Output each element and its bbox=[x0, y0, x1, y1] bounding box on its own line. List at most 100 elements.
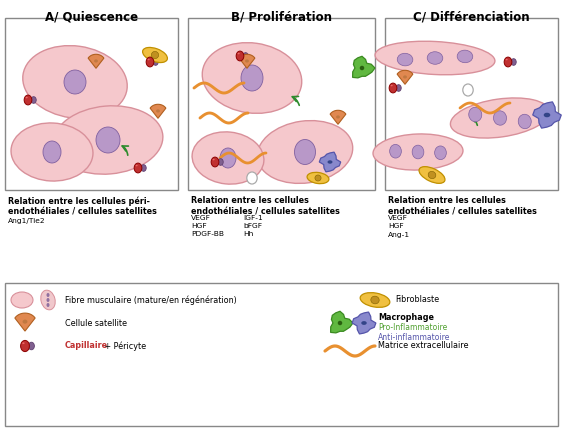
Ellipse shape bbox=[389, 83, 397, 93]
Ellipse shape bbox=[53, 106, 163, 174]
Ellipse shape bbox=[136, 165, 137, 166]
Ellipse shape bbox=[428, 172, 436, 178]
Ellipse shape bbox=[494, 111, 507, 125]
Ellipse shape bbox=[151, 52, 159, 58]
Ellipse shape bbox=[463, 84, 473, 96]
Text: Fibroblaste: Fibroblaste bbox=[395, 295, 439, 304]
Ellipse shape bbox=[220, 148, 236, 168]
Ellipse shape bbox=[315, 175, 321, 181]
Text: C/ Différenciation: C/ Différenciation bbox=[413, 10, 530, 23]
Ellipse shape bbox=[146, 57, 154, 67]
Text: VEGF
HGF
Ang-1: VEGF HGF Ang-1 bbox=[388, 215, 410, 237]
Ellipse shape bbox=[328, 160, 333, 164]
Ellipse shape bbox=[338, 321, 342, 325]
Ellipse shape bbox=[294, 139, 315, 165]
Ellipse shape bbox=[153, 58, 158, 65]
Ellipse shape bbox=[336, 115, 340, 119]
Ellipse shape bbox=[22, 342, 25, 344]
Ellipse shape bbox=[236, 51, 244, 61]
Polygon shape bbox=[352, 312, 376, 334]
Ellipse shape bbox=[141, 165, 146, 171]
Ellipse shape bbox=[148, 59, 150, 60]
Ellipse shape bbox=[371, 296, 379, 304]
Text: Matrice extracellulaire: Matrice extracellulaire bbox=[378, 341, 468, 350]
Polygon shape bbox=[330, 111, 346, 124]
Ellipse shape bbox=[238, 53, 240, 54]
Text: Anti-inflammatoire: Anti-inflammatoire bbox=[378, 332, 450, 341]
Text: Fibre musculaire (mature/en régénération): Fibre musculaire (mature/en régénération… bbox=[65, 295, 237, 305]
Text: Cellule satellite: Cellule satellite bbox=[65, 319, 127, 328]
Ellipse shape bbox=[419, 167, 445, 183]
Ellipse shape bbox=[450, 98, 549, 138]
Ellipse shape bbox=[360, 66, 364, 70]
Text: + Péricyte: + Péricyte bbox=[102, 341, 146, 351]
Polygon shape bbox=[330, 311, 353, 333]
Ellipse shape bbox=[373, 134, 463, 170]
Text: Macrophage: Macrophage bbox=[378, 313, 434, 322]
Ellipse shape bbox=[427, 52, 443, 64]
Ellipse shape bbox=[11, 292, 33, 308]
Ellipse shape bbox=[134, 163, 142, 173]
Text: VEGF
HGF
PDGF-BB: VEGF HGF PDGF-BB bbox=[191, 215, 224, 237]
Bar bbox=[188, 18, 375, 190]
Ellipse shape bbox=[47, 298, 50, 302]
Ellipse shape bbox=[243, 53, 248, 59]
Ellipse shape bbox=[192, 132, 264, 184]
Ellipse shape bbox=[391, 85, 392, 86]
Bar bbox=[5, 283, 558, 426]
Polygon shape bbox=[239, 54, 255, 68]
Polygon shape bbox=[319, 152, 341, 172]
Bar bbox=[385, 18, 558, 190]
Ellipse shape bbox=[24, 95, 32, 105]
Ellipse shape bbox=[412, 145, 424, 159]
Polygon shape bbox=[352, 56, 375, 78]
Ellipse shape bbox=[245, 59, 249, 62]
Ellipse shape bbox=[156, 109, 160, 113]
Ellipse shape bbox=[361, 321, 367, 325]
Polygon shape bbox=[533, 102, 561, 128]
Ellipse shape bbox=[390, 144, 401, 158]
Text: Capillaire: Capillaire bbox=[65, 341, 108, 350]
Text: B/ Prolifération: B/ Prolifération bbox=[231, 10, 332, 23]
Polygon shape bbox=[150, 104, 166, 118]
Text: Ang1/Tie2: Ang1/Tie2 bbox=[8, 218, 46, 224]
Ellipse shape bbox=[213, 159, 215, 160]
Ellipse shape bbox=[43, 141, 61, 163]
Ellipse shape bbox=[511, 58, 516, 65]
Ellipse shape bbox=[202, 43, 302, 114]
Ellipse shape bbox=[47, 303, 50, 307]
Polygon shape bbox=[88, 54, 104, 68]
Ellipse shape bbox=[142, 47, 167, 62]
Ellipse shape bbox=[23, 46, 127, 118]
Text: Relation entre les cellules péri-
endothéliales / cellules satellites: Relation entre les cellules péri- endoth… bbox=[8, 196, 157, 217]
Text: A/ Quiescence: A/ Quiescence bbox=[45, 10, 138, 23]
Ellipse shape bbox=[375, 41, 495, 75]
Ellipse shape bbox=[519, 114, 531, 129]
Polygon shape bbox=[15, 313, 35, 331]
Ellipse shape bbox=[21, 341, 29, 352]
Text: IGF-1
bFGF
Hh: IGF-1 bFGF Hh bbox=[243, 215, 263, 237]
Ellipse shape bbox=[257, 120, 353, 184]
Ellipse shape bbox=[469, 108, 482, 122]
Ellipse shape bbox=[241, 65, 263, 91]
Text: Relation entre les cellules
endothéliales / cellules satellites: Relation entre les cellules endothéliale… bbox=[191, 196, 340, 216]
Ellipse shape bbox=[396, 85, 401, 91]
Ellipse shape bbox=[23, 319, 28, 324]
Ellipse shape bbox=[435, 146, 446, 160]
Ellipse shape bbox=[457, 50, 473, 63]
Text: Pro-Inflammatoire: Pro-Inflammatoire bbox=[378, 322, 447, 332]
Ellipse shape bbox=[504, 57, 512, 67]
Ellipse shape bbox=[96, 127, 120, 153]
Ellipse shape bbox=[307, 172, 329, 184]
Ellipse shape bbox=[28, 342, 34, 350]
Ellipse shape bbox=[397, 53, 413, 66]
Ellipse shape bbox=[25, 97, 28, 98]
Ellipse shape bbox=[247, 172, 257, 184]
Ellipse shape bbox=[11, 123, 93, 181]
Ellipse shape bbox=[360, 293, 390, 307]
Bar bbox=[5, 18, 178, 190]
Ellipse shape bbox=[47, 293, 50, 297]
Ellipse shape bbox=[94, 59, 98, 62]
Ellipse shape bbox=[544, 113, 550, 117]
Ellipse shape bbox=[211, 157, 219, 167]
